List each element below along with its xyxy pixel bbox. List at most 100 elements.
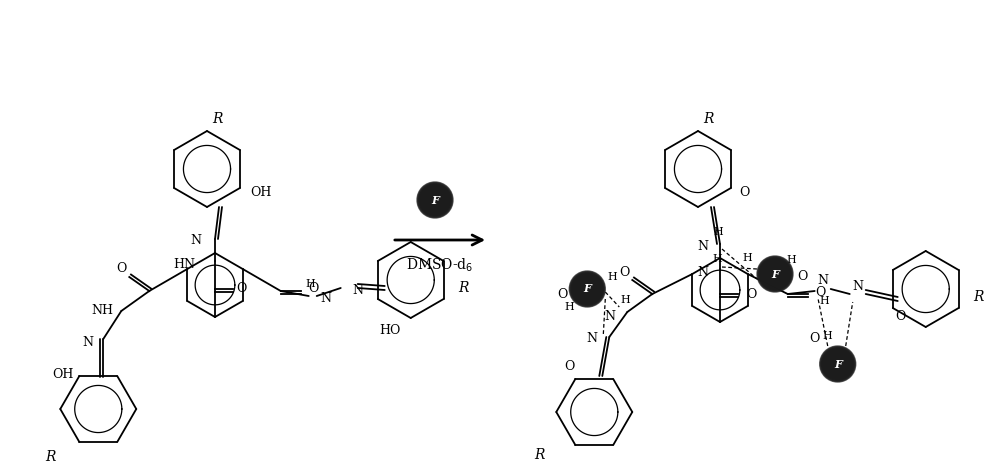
Text: O: O [564, 361, 574, 373]
Circle shape [760, 259, 790, 289]
Circle shape [832, 358, 843, 370]
Text: HO: HO [379, 323, 401, 337]
Text: O: O [746, 287, 756, 301]
Text: OH: OH [52, 368, 73, 380]
Circle shape [836, 362, 840, 366]
Circle shape [586, 288, 588, 290]
Text: H: H [564, 302, 574, 312]
Text: N: N [190, 235, 201, 247]
Circle shape [433, 198, 437, 202]
Text: H: H [786, 255, 796, 265]
Circle shape [770, 269, 780, 279]
Text: R: R [459, 281, 469, 295]
Text: N: N [817, 275, 828, 287]
Circle shape [432, 197, 438, 203]
Circle shape [835, 361, 841, 367]
Circle shape [420, 185, 450, 215]
Circle shape [583, 284, 592, 294]
Circle shape [833, 359, 842, 369]
Circle shape [820, 346, 856, 382]
Circle shape [417, 182, 453, 218]
Circle shape [582, 283, 593, 295]
Text: H: H [306, 279, 316, 289]
Text: F: F [771, 269, 779, 279]
Circle shape [825, 352, 850, 376]
Text: O: O [816, 286, 826, 298]
Circle shape [584, 286, 590, 292]
Circle shape [766, 264, 784, 284]
Circle shape [837, 363, 839, 365]
Circle shape [824, 350, 852, 378]
Circle shape [422, 187, 448, 213]
Text: O: O [236, 283, 246, 295]
Circle shape [426, 191, 444, 210]
Circle shape [772, 271, 778, 277]
Text: DMSO-d$_6$: DMSO-d$_6$ [406, 256, 474, 274]
Circle shape [569, 271, 605, 307]
Text: N: N [321, 292, 332, 304]
Circle shape [826, 353, 849, 375]
Circle shape [419, 184, 451, 216]
Text: H: H [713, 227, 723, 237]
Text: O: O [809, 332, 820, 346]
Text: O: O [619, 265, 629, 278]
Text: O: O [557, 287, 567, 301]
Circle shape [829, 355, 846, 372]
Text: N: N [586, 332, 597, 346]
Circle shape [822, 348, 854, 380]
Circle shape [428, 194, 442, 207]
Circle shape [831, 357, 844, 371]
Circle shape [761, 260, 789, 288]
Circle shape [828, 354, 847, 373]
Circle shape [768, 267, 782, 281]
Circle shape [766, 265, 784, 283]
Circle shape [774, 273, 776, 275]
Text: NH: NH [91, 304, 113, 318]
Text: H: H [607, 272, 617, 282]
Circle shape [418, 183, 452, 217]
Circle shape [423, 188, 447, 212]
Text: N: N [604, 310, 615, 322]
Circle shape [834, 360, 842, 368]
Circle shape [571, 273, 603, 305]
Circle shape [577, 278, 598, 299]
Circle shape [576, 278, 599, 300]
Text: O: O [116, 262, 126, 276]
Text: H: H [820, 296, 830, 306]
Circle shape [578, 279, 597, 298]
Text: H: H [823, 331, 833, 341]
Circle shape [427, 193, 443, 208]
Circle shape [830, 356, 845, 371]
Circle shape [573, 275, 601, 303]
Text: N: N [82, 337, 93, 349]
Text: N: N [852, 279, 863, 293]
Circle shape [570, 272, 604, 306]
Text: H: H [712, 254, 722, 264]
Circle shape [581, 282, 594, 295]
Circle shape [580, 281, 595, 296]
Circle shape [431, 196, 439, 204]
Circle shape [827, 354, 848, 374]
Text: O: O [797, 270, 807, 283]
Text: HN: HN [173, 259, 195, 271]
Circle shape [757, 256, 793, 292]
Text: H: H [620, 295, 630, 305]
Circle shape [759, 258, 791, 290]
Text: N: N [697, 239, 708, 253]
Circle shape [425, 190, 445, 211]
Circle shape [821, 347, 855, 381]
Text: OH: OH [250, 186, 271, 200]
Text: R: R [212, 112, 222, 126]
Circle shape [572, 274, 602, 304]
Text: R: R [703, 112, 713, 126]
Circle shape [762, 261, 788, 287]
Circle shape [579, 280, 596, 297]
Text: O: O [739, 186, 749, 200]
Text: R: R [974, 290, 984, 304]
Circle shape [763, 261, 787, 287]
Circle shape [767, 266, 783, 282]
Text: N: N [697, 267, 708, 279]
Text: F: F [834, 359, 842, 370]
Text: H: H [742, 253, 752, 263]
Circle shape [424, 189, 446, 211]
